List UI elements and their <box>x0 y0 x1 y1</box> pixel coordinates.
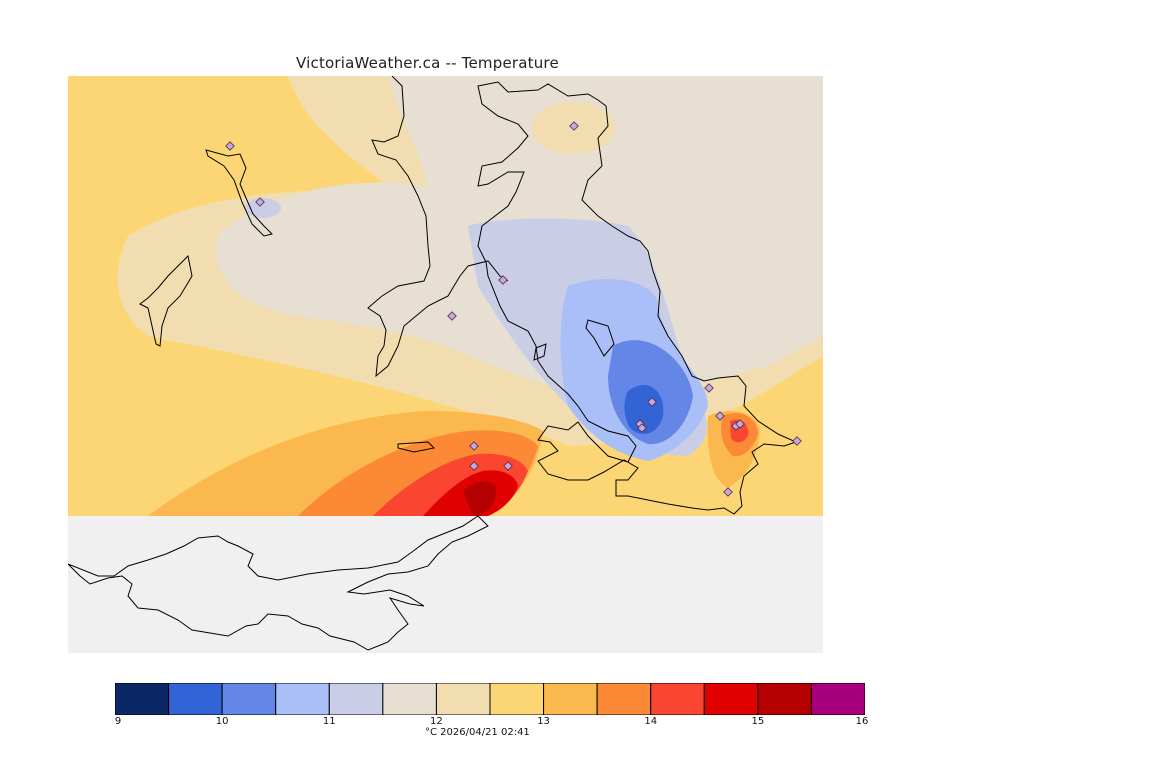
diamond-icon <box>637 423 647 433</box>
legend-swatch <box>596 683 652 715</box>
diamond-icon <box>647 397 657 407</box>
legend-swatch <box>115 683 170 715</box>
legend-swatch <box>168 683 223 715</box>
station-markers <box>225 121 802 497</box>
diamond-icon <box>447 311 457 321</box>
diamond-icon <box>225 141 235 151</box>
legend-swatch <box>543 683 598 715</box>
legend-swatch <box>382 683 437 715</box>
legend-tick-label: 9 <box>114 716 122 727</box>
legend-tick-label: 10 <box>215 716 229 727</box>
diamond-icon <box>469 461 479 471</box>
legend-swatch <box>435 683 491 715</box>
legend-swatch <box>275 683 330 715</box>
legend-swatch <box>757 683 812 715</box>
diamond-icon <box>735 419 745 429</box>
color-legend <box>115 683 865 715</box>
diamond-icon <box>715 411 725 421</box>
diamond-icon <box>503 461 513 471</box>
legend-swatch <box>810 683 865 715</box>
legend-tick-label: 14 <box>644 716 658 727</box>
legend-tick-label: 13 <box>537 716 550 727</box>
legend-swatch <box>650 683 705 715</box>
legend-tick-label: 12 <box>430 716 443 727</box>
coastlines <box>68 76 798 651</box>
diamond-icon <box>723 487 733 497</box>
legend-tick-label: 15 <box>751 716 765 727</box>
legend-tick-label: 11 <box>322 716 336 727</box>
map-title: VictoriaWeather.ca -- Temperature <box>296 54 559 72</box>
legend-swatch <box>489 683 545 715</box>
legend-swatch <box>328 683 384 715</box>
diamond-icon <box>792 436 802 446</box>
diamond-icon <box>704 383 714 393</box>
temperature-map <box>68 76 823 653</box>
diamond-icon <box>469 441 479 451</box>
diamond-icon <box>569 121 579 131</box>
temperature-contours <box>68 76 823 516</box>
legend-ticks: 9 10 11 12 13 14 15 16 <box>114 716 869 730</box>
legend-swatch <box>221 683 277 715</box>
diamond-icon <box>255 197 265 207</box>
diamond-icon <box>498 275 508 285</box>
legend-swatch <box>703 683 759 715</box>
timestamp: °C 2026/04/21 02:41 <box>425 727 530 738</box>
legend-tick-label: 16 <box>855 716 869 727</box>
